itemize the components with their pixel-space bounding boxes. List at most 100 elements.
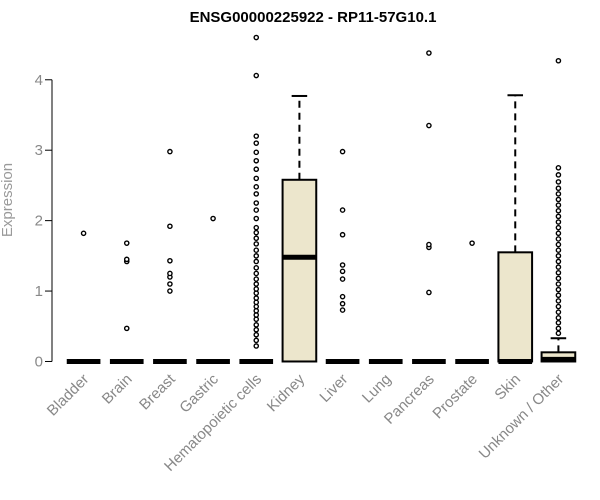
outlier-11-25 (555, 191, 562, 197)
outlier-4-16 (253, 265, 260, 271)
y-tick-label-2: 2 (35, 213, 43, 230)
outlier-0-0 (80, 230, 87, 237)
outlier-8-2 (426, 241, 432, 248)
x-tick-label-6: Liver (316, 371, 351, 406)
outlier-1-2 (123, 256, 130, 263)
outlier-6-5 (339, 262, 346, 268)
outlier-11-1 (555, 325, 562, 332)
outlier-2-1 (167, 281, 173, 287)
outlier-4-27 (253, 191, 260, 197)
outlier-11-30 (555, 57, 562, 64)
outlier-4-2 (253, 331, 260, 338)
outlier-3-0 (210, 215, 216, 222)
outlier-11-12 (555, 264, 562, 270)
outlier-4-31 (253, 157, 260, 164)
box-group-11 (540, 57, 577, 363)
outlier-4-3 (253, 326, 260, 333)
box-group-2 (153, 148, 187, 364)
outlier-4-30 (253, 166, 260, 173)
outlier-11-29 (555, 165, 562, 171)
outlier-11-11 (555, 269, 562, 276)
box-group-6 (325, 148, 360, 364)
x-tick-label-9: Prostate (429, 371, 481, 423)
outlier-2-6 (167, 148, 173, 155)
outlier-4-19 (253, 247, 260, 254)
outlier-4-1 (253, 337, 260, 344)
outlier-4-24 (253, 215, 260, 222)
outlier-4-18 (253, 253, 260, 259)
box-group-5 (281, 94, 318, 363)
outlier-11-22 (555, 207, 562, 214)
outlier-11-14 (555, 253, 562, 259)
outlier-11-24 (555, 196, 562, 203)
box-group-4 (239, 34, 274, 364)
outlier-11-23 (555, 202, 562, 208)
outlier-4-13 (253, 281, 260, 287)
outlier-6-3 (339, 276, 346, 282)
outlier-4-32 (253, 149, 260, 156)
outlier-4-12 (253, 286, 260, 292)
outlier-11-15 (555, 247, 562, 254)
outlier-11-2 (555, 319, 562, 326)
outlier-2-5 (167, 223, 173, 230)
box-group-10 (497, 94, 534, 364)
y-tick-label-4: 4 (35, 72, 43, 89)
outlier-8-4 (426, 50, 432, 56)
x-tick-label-5: Kidney (264, 370, 309, 415)
outlier-4-21 (253, 235, 260, 242)
outlier-11-8 (555, 286, 562, 293)
outlier-1-0 (123, 325, 130, 332)
outlier-11-13 (555, 258, 562, 265)
outlier-11-9 (555, 281, 562, 287)
outlier-4-22 (253, 229, 260, 236)
outlier-4-17 (253, 258, 260, 265)
outlier-2-0 (167, 288, 173, 294)
outlier-4-0 (253, 343, 260, 349)
outlier-4-25 (253, 207, 260, 213)
outlier-11-17 (555, 236, 562, 242)
x-tick-label-7: Lung (359, 371, 395, 407)
outlier-4-26 (253, 200, 260, 206)
outlier-4-10 (253, 295, 260, 301)
outlier-8-0 (426, 289, 432, 296)
outlier-11-27 (555, 179, 562, 185)
outlier-8-3 (426, 122, 432, 129)
outlier-11-26 (555, 185, 562, 192)
outlier-4-29 (253, 175, 260, 182)
box-group-8 (412, 50, 446, 364)
outlier-4-23 (253, 224, 260, 231)
outlier-11-20 (555, 219, 562, 225)
outlier-11-21 (555, 213, 562, 220)
outlier-11-0 (555, 330, 562, 337)
box-group-9 (455, 240, 489, 364)
box-5 (281, 178, 318, 363)
outlier-11-3 (555, 315, 562, 321)
outlier-2-4 (167, 257, 173, 264)
outlier-6-2 (339, 293, 346, 300)
outlier-11-6 (555, 298, 562, 304)
outlier-6-1 (339, 300, 346, 307)
outlier-4-33 (253, 140, 260, 146)
outlier-4-4 (253, 322, 260, 328)
outlier-9-0 (469, 240, 475, 246)
outlier-4-36 (253, 34, 260, 41)
outlier-4-34 (253, 133, 260, 139)
y-tick-label-0: 0 (35, 353, 43, 370)
outlier-4-20 (253, 241, 260, 247)
outlier-11-4 (555, 309, 562, 315)
outlier-11-5 (555, 303, 562, 310)
outlier-6-6 (339, 231, 346, 238)
outlier-11-7 (555, 292, 562, 299)
outlier-6-4 (339, 268, 346, 275)
y-tick-label-3: 3 (35, 142, 43, 159)
x-tick-label-0: Bladder (44, 371, 93, 420)
outlier-1-3 (123, 240, 130, 246)
plot-area (66, 34, 577, 364)
chart-title: ENSG00000225922 - RP11-57G10.1 (190, 9, 437, 26)
outlier-4-15 (253, 270, 260, 277)
y-axis: 0 1 2 3 4 (35, 72, 53, 370)
x-tick-label-10: Skin (491, 371, 524, 404)
box-group-0 (66, 230, 101, 364)
